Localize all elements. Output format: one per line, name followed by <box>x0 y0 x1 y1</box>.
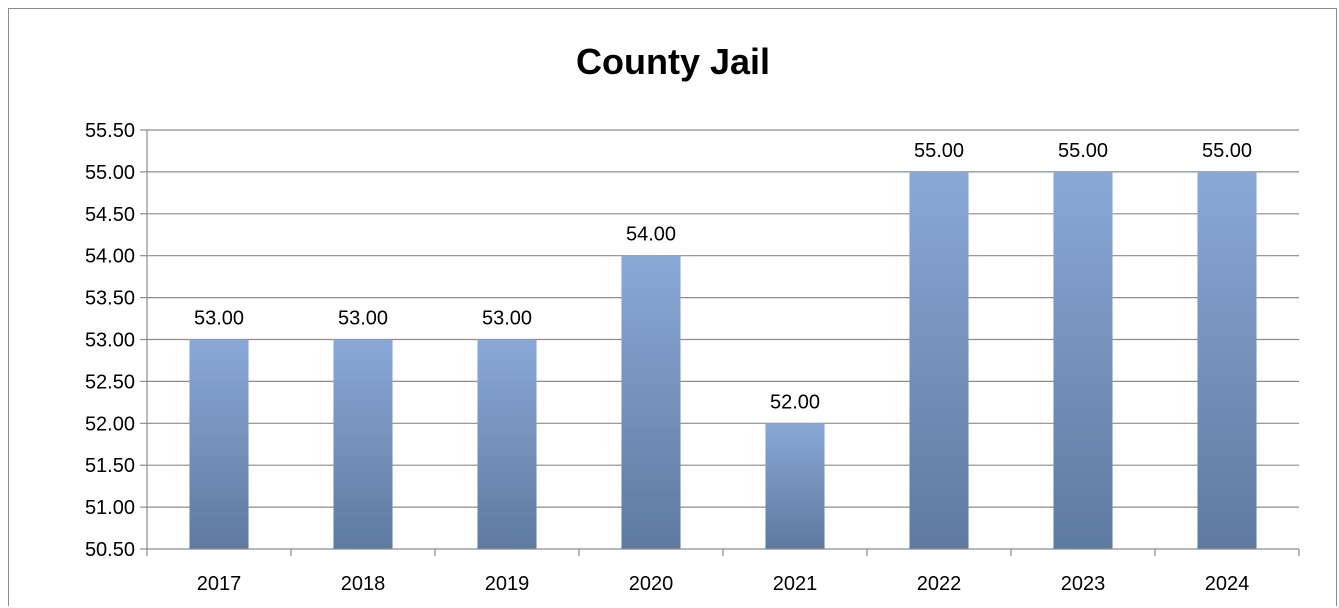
y-tick-label: 54.50 <box>85 204 135 226</box>
x-tick-label-2018: 2018 <box>341 573 386 595</box>
x-tick-label-2024: 2024 <box>1205 573 1250 595</box>
data-label-2021: 52.00 <box>770 391 820 413</box>
y-tick-label: 55.50 <box>85 120 135 142</box>
x-tick-labels: 2017 2018 2019 2020 2021 2022 2023 2024 <box>197 573 1250 595</box>
x-tick-label-2017: 2017 <box>197 573 242 595</box>
y-tick-labels: 50.50 51.00 51.50 52.00 52.50 53.00 53.50 54.00… <box>85 120 135 561</box>
y-tick-label: 51.50 <box>85 455 135 477</box>
x-tick-label-2021: 2021 <box>773 573 818 595</box>
x-tick-label-2020: 2020 <box>629 573 674 595</box>
bar-2023 <box>1053 171 1113 549</box>
x-tick-label-2019: 2019 <box>485 573 530 595</box>
x-tick-label-2022: 2022 <box>917 573 962 595</box>
bar-2021 <box>765 423 825 549</box>
bar-2024 <box>1197 171 1257 549</box>
bar-2019 <box>477 339 537 549</box>
data-label-2019: 53.00 <box>482 308 532 330</box>
y-tick-label: 52.00 <box>85 413 135 435</box>
y-tick-label: 51.00 <box>85 497 135 519</box>
data-label-2017: 53.00 <box>194 308 244 330</box>
data-label-2024: 55.00 <box>1202 140 1252 162</box>
y-tick-label: 53.50 <box>85 288 135 310</box>
y-tick-label: 52.50 <box>85 371 135 393</box>
grid-lines <box>147 129 1299 508</box>
data-label-2023: 55.00 <box>1058 140 1108 162</box>
y-tick-label: 50.50 <box>85 539 135 561</box>
x-tick-label-2023: 2023 <box>1061 573 1106 595</box>
axes <box>140 129 1300 556</box>
bar-2020 <box>621 255 681 549</box>
y-tick-label: 55.00 <box>85 162 135 184</box>
y-tick-label: 54.00 <box>85 246 135 268</box>
bar-2017 <box>189 339 249 549</box>
bars <box>189 171 1257 549</box>
data-label-2020: 54.00 <box>626 224 676 246</box>
data-labels: 53.00 53.00 53.00 54.00 52.00 55.00 55.00 55.00 <box>194 140 1252 413</box>
bar-2022 <box>909 171 969 549</box>
bar-2018 <box>333 339 393 549</box>
data-label-2022: 55.00 <box>914 140 964 162</box>
chart-title: County Jail <box>576 41 770 82</box>
y-tick-label: 53.00 <box>85 330 135 352</box>
data-label-2018: 53.00 <box>338 308 388 330</box>
